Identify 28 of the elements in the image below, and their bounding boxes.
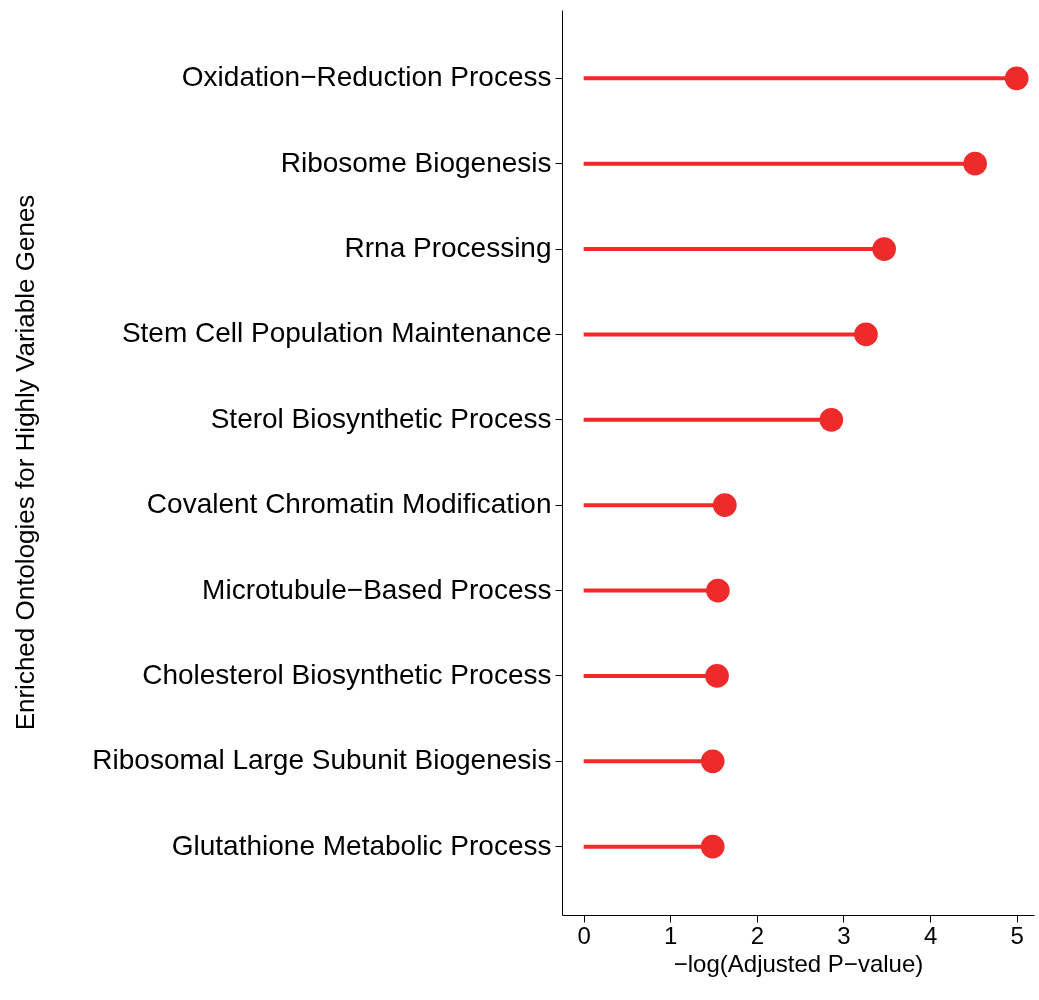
y-tick-label: Microtubule−Based Process [202, 573, 552, 605]
y-tick-label: Ribosomal Large Subunit Biogenesis [92, 744, 552, 776]
point [700, 834, 725, 859]
point [706, 578, 730, 603]
point [872, 237, 896, 261]
y-tick-label: Ribosome Biogenesis [280, 146, 552, 178]
y-tick-label: Stem Cell Population Maintenance [121, 317, 552, 349]
point [705, 664, 729, 688]
x-tick-label: 0 [577, 921, 591, 949]
x-axis-title: −log(Adjusted P−value) [673, 949, 924, 977]
x-tick-label: 1 [664, 921, 678, 949]
point [963, 151, 987, 176]
x-tick-label: 2 [750, 921, 765, 949]
x-tick-label: 4 [923, 921, 938, 949]
y-tick-label: Cholesterol Biosynthetic Process [142, 658, 552, 690]
y-tick-label: Oxidation−Reduction Process [181, 61, 552, 93]
y-tick-label: Glutathione Metabolic Process [171, 829, 552, 861]
x-tick-label: 3 [837, 921, 851, 949]
point [700, 749, 725, 774]
y-tick-label: Rrna Processing [344, 232, 552, 264]
point [819, 408, 844, 432]
y-tick-label: Covalent Chromatin Modification [146, 488, 552, 520]
x-tick-label: 5 [1010, 921, 1024, 949]
y-axis-title: Enriched Ontologies for Highly Variable Genes [9, 194, 40, 731]
point [854, 322, 878, 347]
y-tick-label: Sterol Biosynthetic Process [210, 402, 552, 434]
point [712, 493, 737, 517]
point [1004, 66, 1029, 91]
